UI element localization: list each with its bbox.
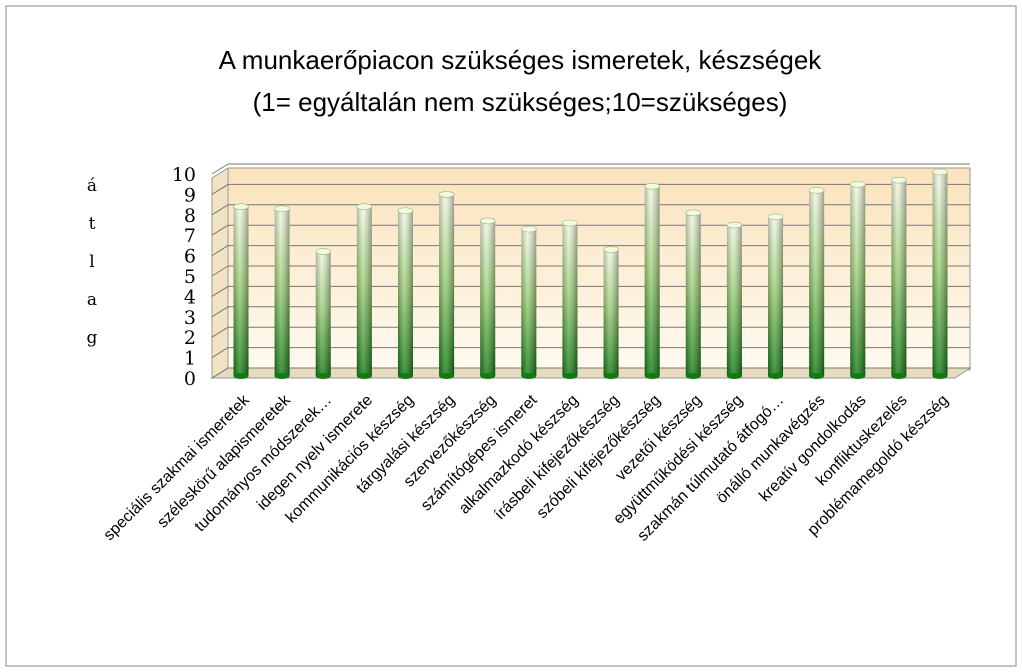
grid-line — [211, 306, 229, 318]
grid-line — [211, 204, 229, 216]
bar-shade — [397, 210, 413, 376]
y-axis-label: átlag — [82, 176, 102, 366]
y-tick-label: 1 — [184, 348, 196, 370]
bar-shade — [768, 216, 784, 376]
bar-top — [274, 205, 290, 213]
bar-top — [479, 217, 496, 225]
bar-base — [891, 373, 907, 379]
bar-top — [767, 213, 784, 221]
bar-base — [356, 373, 372, 379]
bar-top — [932, 168, 948, 176]
bar-base — [809, 373, 825, 379]
bar-base — [233, 373, 249, 379]
y-tick-label: 3 — [184, 307, 196, 329]
bar-base — [685, 373, 701, 379]
grid-line — [211, 163, 229, 175]
grid-line — [211, 285, 229, 297]
bar-base — [726, 373, 742, 379]
bar-shade — [233, 206, 249, 376]
bar-top — [808, 187, 825, 194]
bar-base — [932, 373, 948, 379]
back-wall — [227, 167, 971, 371]
bar-shade — [356, 206, 372, 376]
bar-base — [603, 373, 619, 379]
bar-top — [726, 221, 743, 229]
bar-top — [891, 176, 907, 184]
bar-shade — [809, 190, 825, 376]
bar-top — [603, 246, 619, 253]
bar-top — [849, 180, 866, 188]
y-tick-label: 0 — [184, 368, 196, 390]
bar-base — [439, 373, 455, 379]
bar-top — [562, 219, 578, 227]
grid-line — [211, 265, 229, 277]
bar-top — [644, 182, 660, 190]
bar-shade — [891, 180, 907, 376]
y-tick-label: 5 — [184, 266, 196, 288]
bar-shade — [315, 251, 331, 376]
bar-shade — [685, 212, 701, 376]
y-tick-label: 2 — [184, 327, 196, 349]
y-tick-label: 6 — [184, 246, 196, 268]
y-tick-label: 7 — [184, 225, 196, 247]
bar-top — [521, 225, 537, 233]
bar-top — [356, 203, 373, 210]
bar-shade — [850, 184, 866, 376]
frame — [5, 5, 1017, 667]
bar-shade — [726, 225, 742, 376]
bar-base — [850, 373, 866, 379]
bar-base — [315, 373, 331, 379]
y-tick-label: 9 — [184, 184, 196, 206]
grid-line — [211, 224, 229, 236]
grid-line — [211, 367, 229, 379]
bar-shade — [480, 220, 496, 376]
bar-shade — [644, 186, 660, 376]
bar-shade — [274, 208, 290, 376]
chart-title: A munkaerőpiacon szükséges ismeretek, ké… — [219, 45, 823, 75]
bar-shade — [603, 249, 619, 376]
grid-line — [211, 183, 229, 195]
grid-line — [211, 245, 229, 257]
bar-base — [480, 373, 496, 379]
bar-top — [438, 191, 455, 198]
y-tick-label: 8 — [184, 205, 196, 227]
side-wall — [211, 167, 229, 379]
bar-top — [685, 209, 702, 217]
bar-base — [644, 373, 660, 379]
grid-line — [211, 347, 229, 359]
bar-shade — [439, 194, 455, 376]
bar-shade — [562, 223, 578, 376]
y-tick-label: 4 — [184, 286, 196, 308]
bar-top — [397, 207, 414, 215]
bar-base — [521, 373, 537, 379]
bar-base — [562, 373, 578, 379]
y-tick-label: 10 — [172, 164, 196, 186]
x-tick-label: speciális szakmai ismeretek — [101, 391, 254, 544]
chart-subtitle: (1= egyáltalán nem szükséges;10=szüksége… — [253, 87, 788, 117]
bar-base — [397, 373, 413, 379]
bar-top — [315, 248, 332, 255]
bar-base — [768, 373, 784, 379]
bar-shade — [521, 229, 537, 376]
bar-shade — [932, 172, 948, 376]
bar-top — [233, 203, 249, 210]
grid-line — [211, 326, 229, 338]
bar-base — [274, 373, 290, 379]
